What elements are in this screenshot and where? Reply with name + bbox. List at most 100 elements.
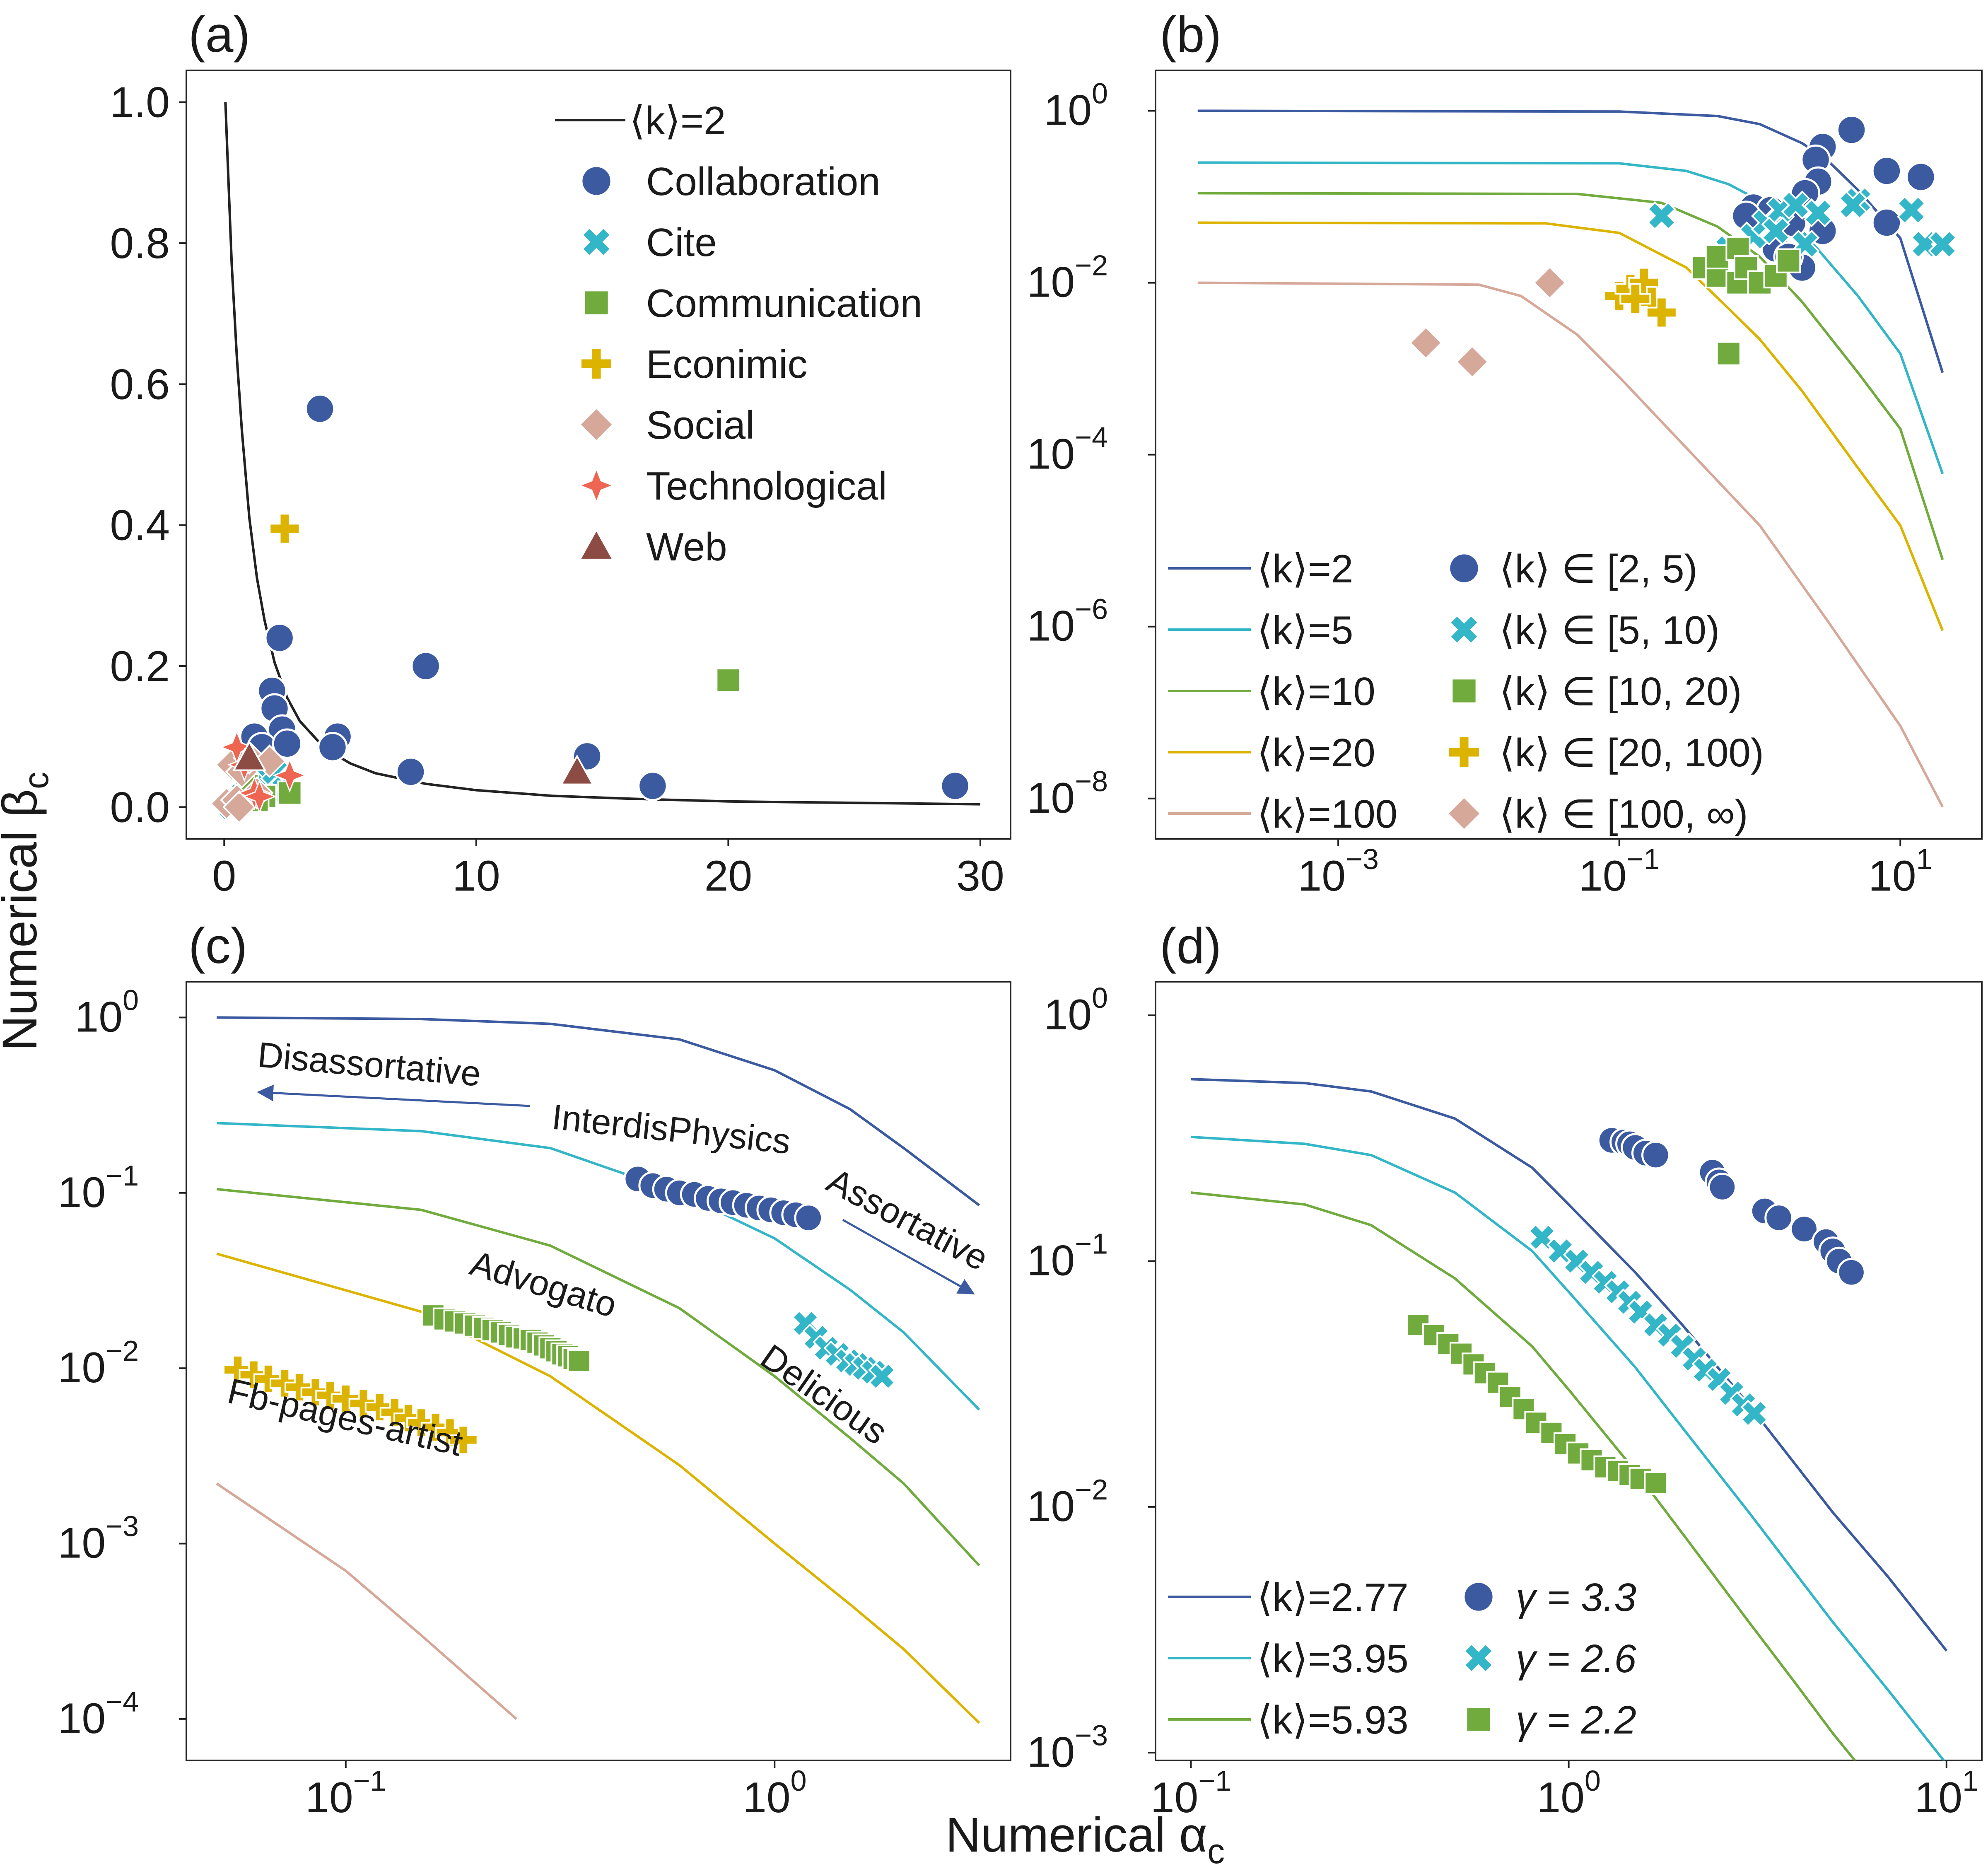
point-b-3	[1645, 297, 1677, 328]
legend-marker-a	[579, 407, 614, 442]
legend-marker-a	[583, 290, 610, 316]
point-b-2	[1776, 248, 1801, 273]
plot-frame-a	[186, 70, 1011, 840]
point-c-3	[435, 1417, 465, 1448]
x-axis-label-sub: c	[1207, 1832, 1225, 1864]
legend-label-b: ⟨k⟩ ∈ [2, 5)	[1499, 547, 1698, 591]
point-b-3	[1619, 283, 1651, 315]
legend-label-d: γ = 3.3	[1516, 1575, 1636, 1620]
legend-label-a: Collaboration	[646, 159, 881, 204]
x-tick-label-b: 10−3	[1298, 843, 1379, 900]
legend-label-b: ⟨k⟩=2	[1257, 547, 1353, 591]
point-b-0	[1871, 155, 1902, 186]
y-axis-label-main: Numerical β	[0, 789, 47, 1051]
point-b-1	[1761, 216, 1790, 246]
y-tick-label-a: 0.0	[110, 783, 170, 831]
panel-label-c: (c)	[188, 918, 247, 974]
point-c-3	[223, 1355, 253, 1385]
legend-label-d: γ = 2.2	[1516, 1698, 1636, 1742]
x-tick-label-a: 10	[452, 852, 500, 900]
point-c-2	[567, 1349, 591, 1373]
point-a-0	[264, 623, 295, 653]
x-axis-label: Numerical αc	[946, 1808, 1225, 1864]
point-b-1	[1803, 198, 1833, 228]
point-a-2	[716, 668, 741, 693]
point-d-1	[1740, 1399, 1768, 1427]
legend-marker-b	[1448, 736, 1481, 769]
point-b-2	[1716, 341, 1741, 366]
point-d-0	[1708, 1173, 1737, 1202]
y-tick-label-c: 10−1	[58, 1159, 139, 1217]
panel-b: (b)10−3 10−1 10110−810−610−410−2100⟨k⟩=2⟨k…	[1027, 6, 1983, 900]
point-b-0	[1836, 114, 1867, 145]
point-a-0	[395, 756, 426, 787]
point-b-4	[1533, 266, 1567, 300]
legend-label-a: Technological	[646, 464, 887, 508]
point-b-0	[1871, 207, 1902, 238]
point-a-3	[269, 513, 301, 545]
legend-label-a: Web	[646, 525, 727, 569]
y-tick-label-a: 0.6	[110, 360, 170, 408]
line-d-0	[1191, 1078, 1948, 1652]
line-c-2	[216, 1188, 980, 1567]
point-d-0	[1837, 1258, 1866, 1287]
point-d-2	[1644, 1471, 1668, 1495]
point-a-4	[222, 790, 256, 824]
legend-label-b: ⟨k⟩ ∈ [100, ∞)	[1499, 792, 1748, 836]
x-axis-label-main: Numerical α	[946, 1808, 1207, 1862]
point-b-1	[1647, 201, 1677, 231]
line-c-0	[217, 1016, 980, 1207]
arrow-disassortative	[257, 1084, 531, 1107]
x-tick-label-a: 30	[956, 852, 1004, 900]
point-a-6	[560, 754, 594, 785]
point-c-1	[868, 1362, 896, 1390]
y-axis-label: Numerical βc	[0, 772, 55, 1051]
point-c-3	[331, 1384, 361, 1414]
legend-label-b: ⟨k⟩=10	[1257, 669, 1375, 714]
point-c-3	[253, 1364, 283, 1394]
point-a-0	[637, 770, 668, 802]
y-axis-label-sub: c	[17, 772, 55, 789]
point-a-0	[272, 728, 303, 759]
legend-label-a: Social	[646, 403, 754, 447]
y-tick-label-c: 10−4	[58, 1685, 139, 1743]
legend-marker-a	[580, 165, 613, 197]
point-c-3	[315, 1380, 345, 1410]
legend-marker-b	[1449, 614, 1479, 645]
point-c-3	[448, 1425, 478, 1455]
y-tick-label-d: 10−2	[1027, 1473, 1108, 1531]
y-tick-label-a: 0.2	[110, 642, 170, 691]
panel-label-a: (a)	[188, 6, 250, 63]
point-b-1	[1896, 196, 1926, 225]
panel-label-d: (d)	[1160, 918, 1221, 974]
line-a-0	[224, 102, 981, 806]
y-tick-label-a: 1.0	[110, 79, 170, 127]
legend-label-b: ⟨k⟩ ∈ [10, 20)	[1499, 669, 1742, 714]
legend-marker-d	[1465, 1706, 1492, 1733]
legend-marker-a	[580, 347, 613, 380]
point-a-6	[232, 740, 267, 771]
legend-label-b: ⟨k⟩ ∈ [20, 100)	[1499, 731, 1764, 775]
point-c-3	[348, 1388, 379, 1419]
y-tick-label-b: 10−6	[1027, 593, 1108, 650]
panel-label-b: (b)	[1160, 6, 1221, 63]
legend-marker-a	[581, 227, 612, 257]
legend-marker-b	[1451, 678, 1477, 704]
point-a-0	[940, 770, 970, 802]
y-tick-label-a: 0.8	[110, 220, 170, 268]
point-b-4	[1455, 345, 1489, 379]
legend-label-d: γ = 2.6	[1516, 1637, 1636, 1681]
point-d-0	[1790, 1214, 1819, 1243]
point-b-2	[1705, 244, 1730, 270]
legend-label-a: ⟨k⟩=2	[630, 99, 726, 143]
point-a-5	[242, 779, 277, 814]
line-b-2	[1197, 192, 1944, 560]
point-b-1	[1838, 190, 1868, 220]
point-a-0	[410, 651, 441, 681]
legend-marker-b	[1448, 552, 1480, 584]
line-b-4	[1197, 281, 1944, 808]
legend-label-d: ⟨k⟩=2.77	[1257, 1575, 1409, 1620]
point-b-4	[1409, 326, 1443, 360]
legend-label-b: ⟨k⟩ ∈ [5, 10)	[1499, 608, 1720, 652]
legend-label-d: ⟨k⟩=5.93	[1257, 1698, 1409, 1742]
